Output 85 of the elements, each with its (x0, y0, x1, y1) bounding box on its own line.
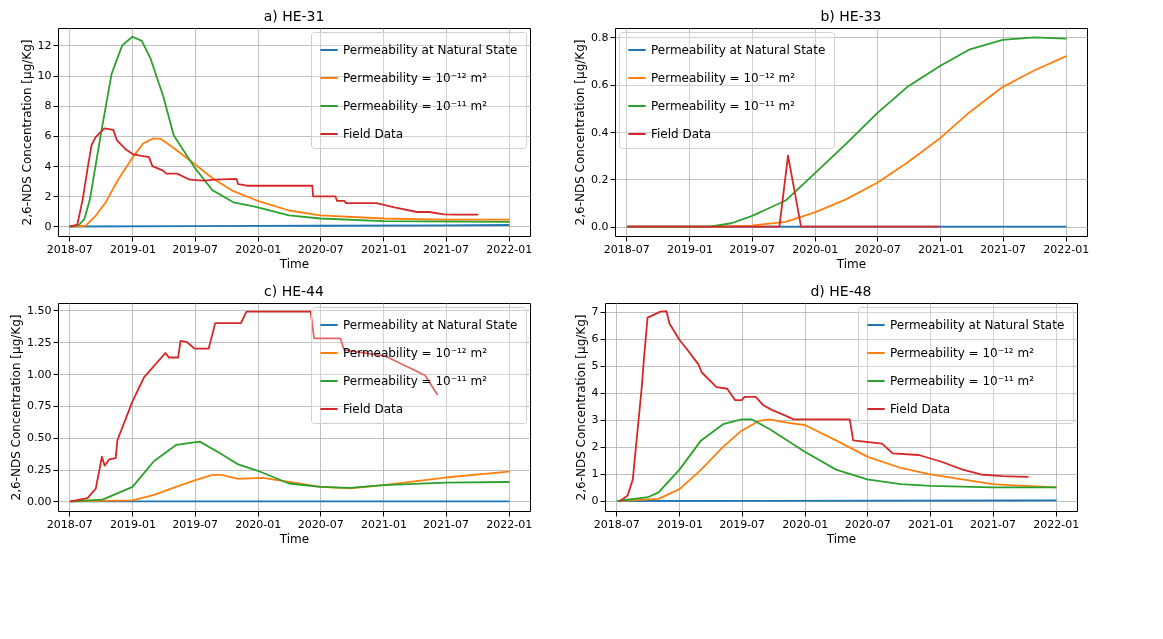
x-tick-label: 2020-07 (844, 517, 891, 531)
x-tick-label: 2018-07 (46, 242, 93, 256)
x-tick-label: 2018-07 (46, 517, 93, 531)
x-tick-label: 2020-07 (854, 242, 901, 256)
x-axis-title: Time (825, 531, 857, 546)
x-tick-label: 2021-01 (907, 517, 954, 531)
y-tick-label: 0 (591, 494, 599, 508)
y-tick-label: 0.0 (591, 220, 609, 234)
x-tick-label: 2020-01 (235, 517, 282, 531)
legend-label: Permeability = 10⁻¹¹ m² (890, 374, 1035, 388)
chart-title: c) HE-44 (264, 283, 325, 299)
x-tick-label: 2022-01 (486, 517, 533, 531)
x-tick-label: 2021-01 (360, 242, 407, 256)
y-axis-title: 2,6-NDS Concentration [μg/Kg] (573, 39, 588, 226)
y-tick-label: 8 (44, 99, 52, 113)
y-tick-label: 1.25 (27, 335, 52, 349)
legend-label: Permeability at Natural State (890, 318, 1065, 332)
y-tick-label: 0.25 (27, 463, 52, 476)
y-tick-label: 0.00 (27, 494, 52, 508)
y-axis-title: 2,6-NDS Concentration [μg/Kg] (19, 39, 34, 226)
y-tick-label: 0.6 (591, 78, 609, 92)
y-tick-label: 5 (591, 359, 599, 373)
x-tick-label: 2019-01 (110, 517, 156, 531)
y-tick-label: 7 (591, 305, 599, 319)
x-axis-title: Time (278, 531, 310, 546)
y-tick-label: 6 (44, 129, 52, 143)
x-tick-label: 2019-01 (110, 242, 156, 256)
x-tick-label: 2019-01 (657, 517, 703, 531)
y-tick-label: 1.50 (27, 303, 52, 317)
legend-label: Field Data (890, 402, 951, 416)
x-tick-label: 2021-07 (970, 517, 1017, 531)
legend-label: Field Data (651, 127, 712, 141)
y-tick-label: 0.8 (591, 30, 609, 44)
x-tick-label: 2020-07 (297, 517, 344, 531)
legend-label: Permeability = 10⁻¹¹ m² (651, 99, 796, 113)
y-tick-label: 1.00 (27, 367, 52, 381)
y-tick-label: 4 (44, 159, 52, 173)
y-tick-label: 0.2 (591, 172, 609, 186)
y-tick-label: 0.75 (27, 399, 52, 413)
chart-title: d) HE-48 (810, 283, 872, 299)
chart-title: a) HE-31 (263, 8, 325, 24)
legend-label: Permeability at Natural State (343, 318, 518, 332)
y-tick-label: 2 (44, 189, 52, 203)
y-tick-label: 4 (591, 386, 599, 400)
legend-label: Permeability at Natural State (343, 43, 518, 57)
legend-label: Field Data (343, 127, 404, 141)
y-tick-label: 1 (591, 467, 599, 481)
x-tick-label: 2020-01 (782, 517, 829, 531)
x-tick-label: 2021-07 (980, 242, 1027, 256)
x-tick-label: 2021-07 (423, 242, 470, 256)
x-axis-title: Time (835, 256, 867, 271)
y-axis-title: 2,6-NDS Concentration [μg/Kg] (9, 314, 24, 501)
x-tick-label: 2018-07 (603, 242, 650, 256)
x-tick-label: 2021-01 (360, 517, 407, 531)
x-tick-label: 2020-07 (297, 242, 344, 256)
x-tick-label: 2019-07 (729, 242, 776, 256)
y-tick-label: 2 (591, 440, 599, 454)
x-tick-label: 2022-01 (486, 242, 533, 256)
y-tick-label: 0 (44, 219, 52, 233)
x-tick-label: 2021-01 (917, 242, 964, 256)
x-tick-label: 2019-01 (667, 242, 713, 256)
legend-label: Permeability at Natural State (651, 43, 826, 57)
x-tick-label: 2019-07 (172, 517, 219, 531)
y-tick-label: 10 (37, 69, 52, 83)
legend-label: Permeability = 10⁻¹² m² (343, 71, 488, 85)
x-axis-title: Time (278, 256, 310, 271)
y-tick-label: 6 (591, 332, 599, 346)
chart-title: b) HE-33 (820, 8, 882, 24)
y-tick-label: 0.50 (27, 431, 52, 445)
x-tick-label: 2019-07 (719, 517, 766, 531)
y-tick-label: 3 (591, 413, 599, 427)
legend-label: Permeability = 10⁻¹² m² (890, 346, 1035, 360)
x-tick-label: 2022-01 (1043, 242, 1090, 256)
x-tick-label: 2018-07 (593, 517, 640, 531)
y-tick-label: 0.4 (591, 125, 609, 139)
x-tick-label: 2021-07 (423, 517, 470, 531)
x-tick-label: 2020-01 (792, 242, 839, 256)
y-axis-title: 2,6-NDS Concentration [μg/Kg] (573, 314, 588, 501)
x-tick-label: 2020-01 (235, 242, 282, 256)
y-tick-label: 12 (37, 38, 52, 52)
legend-label: Field Data (343, 402, 404, 416)
legend-label: Permeability = 10⁻¹¹ m² (343, 99, 488, 113)
legend-label: Permeability = 10⁻¹² m² (651, 71, 796, 85)
x-tick-label: 2022-01 (1033, 517, 1080, 531)
x-tick-label: 2019-07 (172, 242, 219, 256)
